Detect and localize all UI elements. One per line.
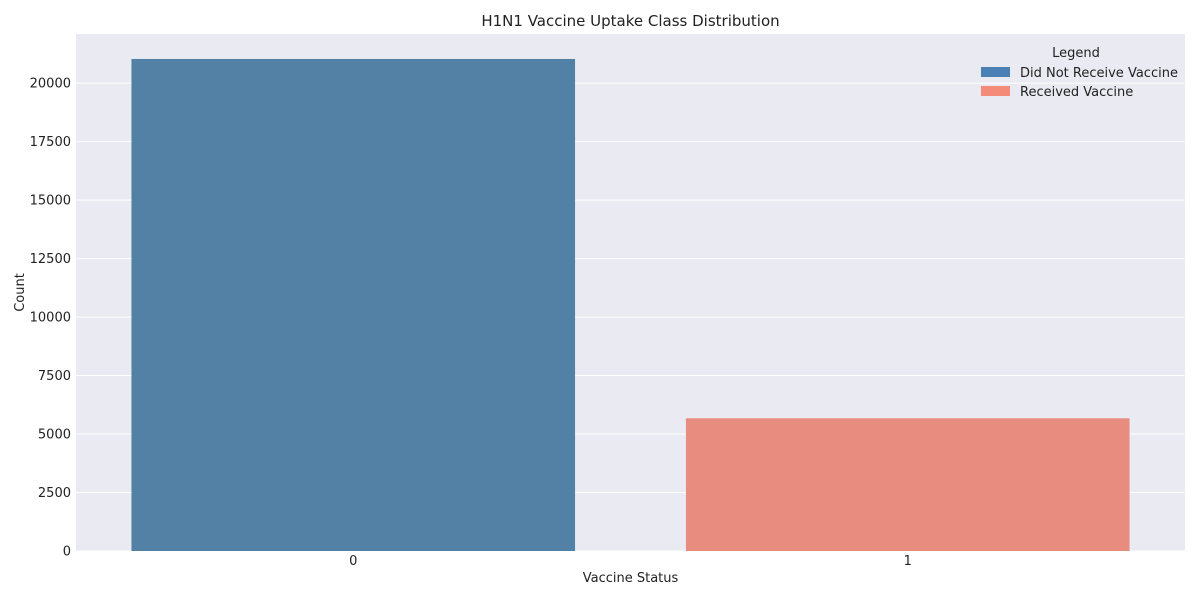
- bar-0: [131, 58, 576, 552]
- y-axis-title: Count: [13, 273, 28, 312]
- y-tick-label: 17500: [30, 135, 71, 150]
- legend: Legend Did Not Receive Vaccine Received V…: [981, 46, 1178, 100]
- x-tick-label: 1: [904, 554, 912, 569]
- x-tick-label: 0: [349, 554, 357, 569]
- y-tick-label: 0: [63, 545, 71, 560]
- y-tick-label: 15000: [30, 194, 71, 209]
- y-tick-label: 10000: [30, 311, 71, 326]
- legend-swatch: [981, 67, 1010, 77]
- bars: [131, 58, 1130, 552]
- legend-label: Received Vaccine: [1020, 85, 1133, 100]
- y-tick-label: 2500: [38, 486, 71, 501]
- y-axis-ticks: 0 2500 5000 7500 10000 12500 15000 17500 20000: [30, 77, 71, 560]
- bar-1: [685, 418, 1130, 551]
- y-tick-label: 5000: [38, 428, 71, 443]
- y-tick-label: 12500: [30, 252, 71, 267]
- x-axis-title: Vaccine Status: [583, 571, 679, 586]
- y-tick-label: 20000: [30, 77, 71, 92]
- legend-title: Legend: [1052, 46, 1100, 61]
- legend-label: Did Not Receive Vaccine: [1020, 66, 1178, 81]
- y-tick-label: 7500: [38, 369, 71, 384]
- chart-title: H1N1 Vaccine Uptake Class Distribution: [481, 12, 779, 30]
- legend-swatch: [981, 86, 1010, 96]
- legend-items: Did Not Receive Vaccine Received Vaccine: [981, 66, 1178, 100]
